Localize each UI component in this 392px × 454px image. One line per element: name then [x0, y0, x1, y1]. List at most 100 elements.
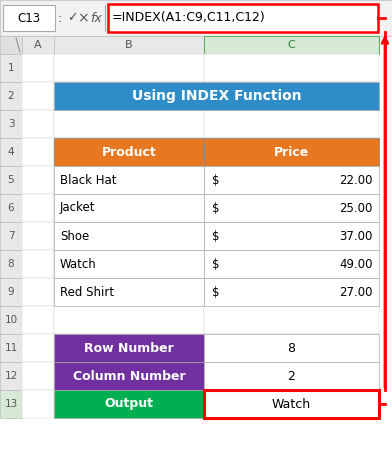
Bar — [54, 334, 204, 362]
Bar — [3, 5, 55, 31]
Text: 2: 2 — [8, 91, 15, 101]
Text: 3: 3 — [8, 119, 15, 129]
Text: Column Number: Column Number — [73, 370, 185, 383]
Text: Black Hat: Black Hat — [60, 173, 116, 187]
Text: Watch: Watch — [60, 257, 97, 271]
Text: 12: 12 — [4, 371, 18, 381]
Bar — [204, 390, 379, 418]
Text: fx: fx — [90, 11, 102, 25]
Text: Output: Output — [105, 398, 154, 410]
Bar — [204, 138, 379, 166]
Bar — [204, 306, 379, 334]
Bar — [54, 390, 204, 418]
Text: Red Shirt: Red Shirt — [60, 286, 114, 298]
Text: 1: 1 — [8, 63, 15, 73]
Bar — [22, 82, 54, 110]
Bar — [0, 36, 22, 54]
Bar — [54, 166, 204, 194]
Bar — [0, 166, 22, 194]
Bar — [204, 82, 379, 110]
Bar — [22, 334, 54, 362]
Bar — [22, 250, 54, 278]
Bar — [204, 390, 379, 418]
Text: 11: 11 — [4, 343, 18, 353]
Bar — [22, 138, 54, 166]
Text: Using INDEX Function: Using INDEX Function — [132, 89, 301, 103]
Bar — [204, 222, 379, 250]
Bar — [204, 278, 379, 306]
Bar — [54, 250, 204, 278]
Bar — [22, 36, 54, 54]
Text: 9: 9 — [8, 287, 15, 297]
Bar — [204, 110, 379, 138]
Text: 13: 13 — [4, 399, 18, 409]
Bar — [204, 250, 379, 278]
Text: 6: 6 — [8, 203, 15, 213]
Bar — [204, 166, 379, 194]
Bar — [204, 54, 379, 82]
Text: 49.00: 49.00 — [339, 257, 373, 271]
Bar — [204, 362, 379, 390]
Text: :: : — [58, 11, 62, 25]
Bar — [0, 306, 22, 334]
Bar — [54, 54, 204, 82]
Bar — [54, 222, 204, 250]
Bar — [54, 278, 204, 306]
Bar — [22, 278, 54, 306]
Text: 5: 5 — [8, 175, 15, 185]
Bar — [204, 222, 379, 250]
Bar — [22, 390, 54, 418]
Bar — [54, 390, 204, 418]
Text: 8: 8 — [287, 341, 296, 355]
Bar — [22, 54, 54, 82]
Text: C: C — [288, 40, 296, 50]
Text: C13: C13 — [17, 11, 40, 25]
Text: Row Number: Row Number — [84, 341, 174, 355]
Text: $: $ — [212, 173, 220, 187]
Bar — [204, 334, 379, 362]
Text: A: A — [34, 40, 42, 50]
Text: $: $ — [212, 257, 220, 271]
Bar — [0, 194, 22, 222]
Text: $: $ — [212, 202, 220, 214]
Bar — [54, 110, 204, 138]
Text: Product: Product — [102, 145, 156, 158]
Bar — [204, 138, 379, 166]
Bar — [0, 110, 22, 138]
Text: 2: 2 — [288, 370, 296, 383]
Bar — [54, 194, 204, 222]
Text: 8: 8 — [8, 259, 15, 269]
Text: 4: 4 — [8, 147, 15, 157]
Text: Jacket: Jacket — [60, 202, 96, 214]
Bar — [54, 306, 204, 334]
Bar — [204, 334, 379, 362]
Bar — [204, 250, 379, 278]
Text: 10: 10 — [4, 315, 18, 325]
Bar — [22, 222, 54, 250]
Bar — [204, 278, 379, 306]
Bar — [54, 138, 204, 166]
Text: =INDEX(A1:C9,C11,C12): =INDEX(A1:C9,C11,C12) — [112, 11, 266, 25]
Text: B: B — [125, 40, 133, 50]
Bar — [22, 166, 54, 194]
Bar — [0, 278, 22, 306]
Bar — [0, 222, 22, 250]
Bar — [108, 4, 378, 32]
Text: Shoe: Shoe — [60, 230, 89, 242]
Text: $: $ — [212, 286, 220, 298]
Bar — [22, 194, 54, 222]
Bar — [54, 194, 204, 222]
Bar — [54, 362, 204, 390]
Bar — [54, 166, 204, 194]
Bar — [54, 334, 204, 362]
Text: 27.00: 27.00 — [339, 286, 373, 298]
Bar — [54, 362, 204, 390]
Bar — [0, 54, 22, 82]
Bar — [204, 362, 379, 390]
Bar — [204, 194, 379, 222]
Bar — [0, 0, 392, 36]
Bar — [204, 194, 379, 222]
Text: 22.00: 22.00 — [339, 173, 373, 187]
Bar — [0, 250, 22, 278]
Bar — [22, 110, 54, 138]
